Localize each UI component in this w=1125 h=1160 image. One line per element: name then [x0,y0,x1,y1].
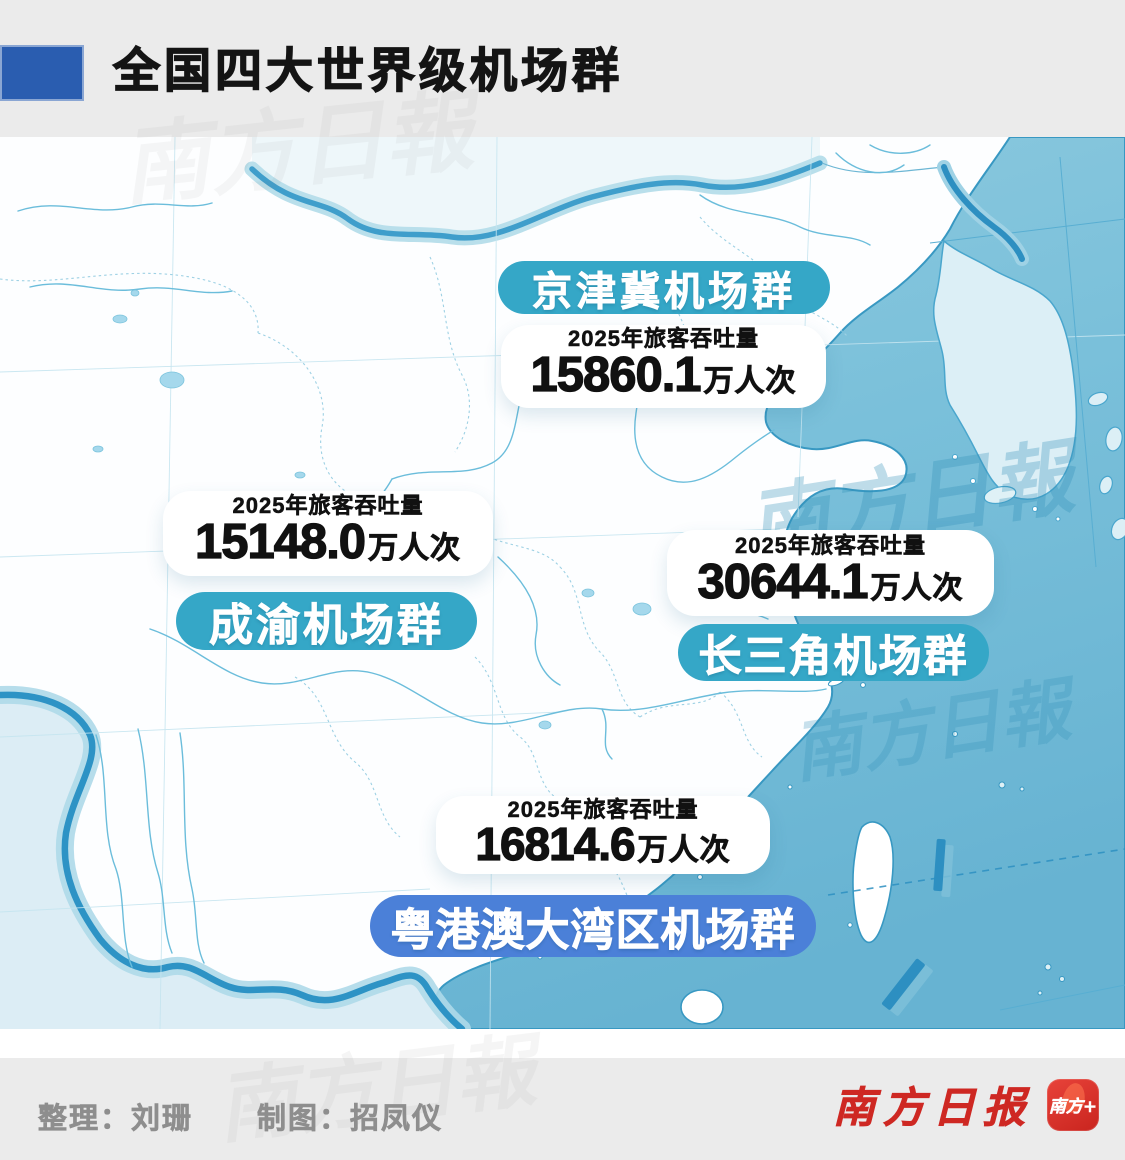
cluster-label-yangtze-delta: 长三角机场群 [678,624,989,681]
newspaper-logo: 南方日报 [832,1083,1033,1133]
cluster-label-chengyu: 成渝机场群 [176,592,477,650]
header: 全国四大世界级机场群 [0,0,1125,137]
metric-value: 15148.0 [194,515,366,569]
cluster-card-chengyu: 2025年旅客吞吐量 15148.0 万人次 [163,491,493,576]
credit-editor: 整理：刘珊 [38,1103,194,1136]
cluster-card-yangtze-delta: 2025年旅客吞吐量 30644.1 万人次 [667,530,994,616]
credits: 整理：刘珊 制图：招凤仪 [38,1095,443,1137]
metric-unit: 万人次 [870,571,964,605]
metric-unit: 万人次 [368,532,462,566]
cluster-card-greater-bay-area: 2025年旅客吞吐量 16814.6 万人次 [436,796,770,874]
national-border-southwest [0,685,471,1029]
title-accent-block [0,45,84,101]
metric-unit: 万人次 [703,365,797,399]
korea-peninsula [932,239,1078,522]
metric-label: 2025年旅客吞吐量 [507,796,699,822]
metric-value: 15860.1 [530,348,702,402]
nanfang-plus-app-icon: 南方+ [1047,1078,1099,1131]
cluster-label-greater-bay-area: 粤港澳大湾区机场群 [370,895,816,957]
metric-unit: 万人次 [637,833,731,867]
metric-label: 2025年旅客吞吐量 [232,493,424,518]
penghu-islet [847,922,853,928]
credit-designer: 制图：招凤仪 [257,1103,444,1136]
sea-graticule [929,156,1125,1011]
foreign-land-southwest [0,694,462,1029]
cluster-card-jingjinji: 2025年旅客吞吐量 15860.1 万人次 [501,325,826,408]
metric-value: 30644.1 [697,554,869,609]
hainan-island [680,989,724,1025]
foreign-land-north [252,137,820,238]
branding: 南方日报 南方+ [833,1074,1099,1135]
map-bottom-margin [0,1029,1125,1058]
sea-boundary-lines [827,731,1125,1016]
metric-label: 2025年旅客吞吐量 [568,326,759,351]
cluster-label-jingjinji: 京津冀机场群 [498,261,830,314]
japan-islands [1087,391,1125,541]
taiwan-island [852,821,894,944]
national-border-north [244,155,828,246]
page-title: 全国四大世界级机场群 [112,43,623,97]
metric-value: 16814.6 [475,817,637,870]
app-badge-label: 南方+ [1048,1097,1098,1117]
national-border-northeast [937,160,1029,266]
metric-label: 2025年旅客吞吐量 [735,532,926,558]
